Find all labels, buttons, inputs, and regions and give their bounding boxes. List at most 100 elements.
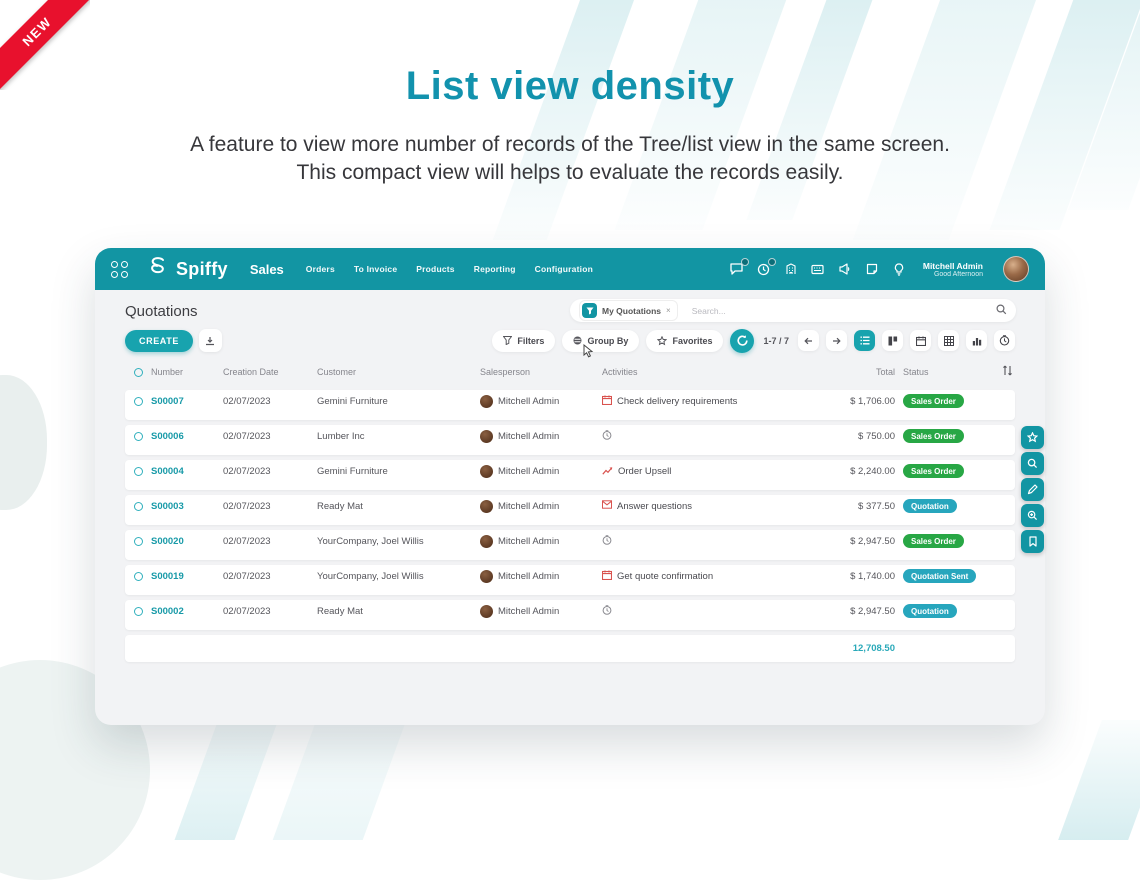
calendar-view-button[interactable]: [910, 330, 931, 351]
user-avatar[interactable]: [1003, 256, 1029, 282]
search-facet[interactable]: My Quotations ×: [579, 300, 678, 321]
table-row[interactable]: S00004 02/07/2023 Gemini Furniture Mitch…: [125, 460, 1015, 490]
nav-item-products[interactable]: Products: [416, 264, 455, 274]
row-checkbox[interactable]: [134, 431, 143, 441]
graph-view-button[interactable]: [966, 330, 987, 351]
new-ribbon-label: NEW: [0, 0, 90, 90]
row-salesperson: Mitchell Admin: [480, 534, 602, 548]
bookmark-fab-icon[interactable]: [1021, 530, 1044, 553]
table-row[interactable]: S00020 02/07/2023 YourCompany, Joel Will…: [125, 530, 1015, 560]
row-number[interactable]: S00019: [151, 570, 184, 582]
bulb-icon[interactable]: [892, 262, 906, 276]
table-row[interactable]: S00019 02/07/2023 YourCompany, Joel Will…: [125, 565, 1015, 595]
row-number[interactable]: S00020: [151, 535, 184, 547]
activity-view-button[interactable]: [994, 330, 1015, 351]
nav-item-reporting[interactable]: Reporting: [473, 264, 516, 274]
salesperson-avatar: [480, 569, 493, 583]
note-icon[interactable]: [865, 262, 879, 276]
filters-button[interactable]: Filters: [492, 329, 556, 352]
row-date: 02/07/2023: [223, 430, 271, 442]
row-customer: Ready Mat: [317, 500, 363, 512]
zoom-fab-icon[interactable]: [1021, 504, 1044, 527]
col-total[interactable]: Total: [875, 367, 895, 377]
col-status[interactable]: Status: [903, 367, 929, 377]
keyboard-icon[interactable]: [811, 262, 825, 276]
table-row[interactable]: S00003 02/07/2023 Ready Mat Mitchell Adm…: [125, 495, 1015, 525]
page-title: List view density: [405, 64, 735, 108]
col-date[interactable]: Creation Date: [223, 367, 279, 377]
table-row[interactable]: S00002 02/07/2023 Ready Mat Mitchell Adm…: [125, 600, 1015, 630]
nav-item-orders[interactable]: Orders: [305, 264, 335, 274]
module-name[interactable]: Sales: [249, 261, 284, 277]
row-checkbox[interactable]: [134, 466, 143, 476]
user-menu[interactable]: Mitchell Admin Good Afternoon: [923, 261, 983, 278]
announcement-icon[interactable]: [838, 262, 852, 276]
group-by-button[interactable]: Group By: [562, 329, 640, 352]
row-activity[interactable]: Answer questions: [602, 500, 787, 512]
table-row[interactable]: S00007 02/07/2023 Gemini Furniture Mitch…: [125, 390, 1015, 420]
row-activity[interactable]: [602, 429, 787, 443]
row-number[interactable]: S00002: [151, 605, 184, 617]
brand-logo[interactable]: Spiffy: [144, 255, 228, 284]
row-checkbox[interactable]: [134, 536, 143, 546]
calendar-activity-icon: [601, 395, 613, 408]
nav-item-configuration[interactable]: Configuration: [534, 264, 593, 274]
status-badge: Sales Order: [903, 394, 964, 408]
salesperson-avatar: [480, 499, 493, 513]
pager-next-button[interactable]: [826, 330, 847, 351]
pager-prev-button[interactable]: [798, 330, 819, 351]
chat-icon[interactable]: [730, 258, 749, 276]
select-all-checkbox[interactable]: [134, 367, 143, 377]
row-activity[interactable]: Get quote confirmation: [601, 570, 787, 583]
description-line-2: This compact view will helps to evaluate…: [296, 161, 844, 184]
row-customer: YourCompany, Joel Willis: [317, 570, 424, 582]
column-settings-icon[interactable]: [1002, 365, 1013, 378]
row-status: Sales Order: [903, 429, 1015, 443]
export-button[interactable]: [198, 329, 222, 352]
clock-icon[interactable]: [757, 258, 776, 276]
row-checkbox[interactable]: [134, 396, 143, 406]
pivot-view-button[interactable]: [938, 330, 959, 351]
favorites-label: Favorites: [672, 335, 713, 346]
row-salesperson: Mitchell Admin: [480, 464, 602, 478]
row-number[interactable]: S00004: [151, 465, 184, 477]
nav-item-to-invoice[interactable]: To Invoice: [353, 264, 398, 274]
create-button[interactable]: CREATE: [125, 329, 193, 352]
row-date: 02/07/2023: [223, 570, 271, 582]
col-salesperson[interactable]: Salesperson: [480, 367, 531, 377]
row-number[interactable]: S00006: [151, 430, 184, 442]
col-activities[interactable]: Activities: [602, 367, 638, 377]
row-activity[interactable]: Check delivery requirements: [601, 395, 787, 408]
search-bar[interactable]: My Quotations × Search...: [570, 299, 1016, 322]
row-activity[interactable]: [602, 534, 787, 548]
chart-activity-icon: [602, 465, 613, 478]
search-input[interactable]: Search...: [691, 305, 726, 316]
facet-remove-icon[interactable]: ×: [666, 306, 671, 315]
refresh-button[interactable]: [730, 328, 755, 353]
apps-menu-icon[interactable]: [111, 260, 128, 278]
row-number[interactable]: S00003: [151, 500, 184, 512]
star-fab-icon[interactable]: [1021, 426, 1044, 449]
app-header: Spiffy Sales Orders To Invoice Products Rep…: [95, 248, 1045, 290]
col-customer[interactable]: Customer: [317, 367, 357, 377]
row-status: Sales Order: [903, 394, 1015, 408]
kanban-view-button[interactable]: [882, 330, 903, 351]
favorites-button[interactable]: Favorites: [646, 329, 724, 352]
row-activity[interactable]: [602, 604, 787, 618]
brand-name: Spiffy: [176, 258, 228, 279]
pager: 1-7 / 7: [763, 335, 789, 346]
row-checkbox[interactable]: [134, 606, 143, 616]
col-number[interactable]: Number: [151, 367, 184, 377]
table-row[interactable]: S00006 02/07/2023 Lumber Inc Mitchell Ad…: [125, 425, 1015, 455]
edit-fab-icon[interactable]: [1021, 478, 1044, 501]
clock-badge: [767, 258, 776, 266]
search-fab-icon[interactable]: [1021, 452, 1044, 475]
row-activity[interactable]: Order Upsell: [602, 465, 787, 478]
list-view-button[interactable]: [854, 330, 875, 351]
toolbar-right: Filters Group By Favorites 1-7 / 7: [492, 328, 1015, 353]
building-icon[interactable]: [784, 262, 798, 276]
row-checkbox[interactable]: [134, 501, 143, 511]
row-checkbox[interactable]: [134, 571, 143, 581]
search-icon[interactable]: [996, 302, 1007, 320]
row-number[interactable]: S00007: [151, 395, 184, 407]
